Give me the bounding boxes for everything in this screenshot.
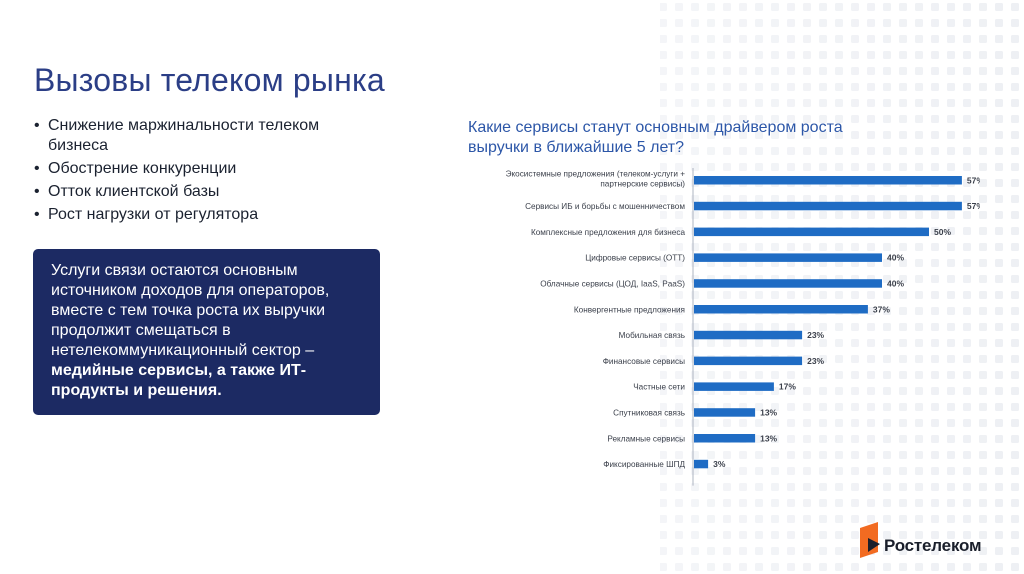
bar (694, 305, 868, 314)
bar (694, 382, 774, 391)
bar (694, 459, 709, 469)
page-title: Вызовы телеком рынка (34, 62, 385, 98)
category-label: Рекламные сервисы (607, 434, 685, 443)
rostelecom-logo-icon (860, 522, 880, 558)
bar (694, 356, 803, 366)
list-item: Рост нагрузки от регулятора (34, 205, 334, 225)
bar-chart: Экосистемные предложения (телеком-услуги… (506, 168, 980, 486)
value-label: 23% (807, 356, 824, 366)
challenges-list: Снижение маржинальности телеком бизнеса … (34, 116, 334, 228)
category-label: Спутниковая связь (613, 408, 685, 417)
list-item: Обострение конкуренции (34, 159, 334, 179)
list-item: Отток клиентской базы (34, 182, 334, 202)
chart-title: Какие сервисы станут основным драйвером … (468, 119, 843, 156)
value-label: 40% (887, 253, 904, 263)
value-label: 40% (887, 278, 904, 288)
brand-name: Ростелеком (884, 536, 982, 555)
category-label: Мобильная связь (619, 331, 685, 340)
category-label: Сервисы ИБ и борьбы с мошенничеством (525, 202, 685, 211)
category-label: Облачные сервисы (ЦОД, IaaS, PaaS) (540, 279, 685, 288)
value-label: 50% (934, 227, 951, 237)
category-label: Комплексные предложения для бизнеса (531, 228, 685, 237)
bar (694, 201, 962, 211)
value-label: 3% (713, 459, 726, 469)
bar (694, 279, 882, 288)
bar (694, 227, 929, 237)
value-label: 13% (760, 407, 777, 417)
bar (694, 408, 756, 417)
value-label: 17% (779, 382, 796, 392)
bar (694, 176, 962, 185)
bar (694, 434, 756, 443)
category-label: Финансовые сервисы (603, 357, 685, 366)
callout-text: Услуги связи остаются основным источнико… (51, 262, 330, 359)
callout-bold-text: медийные сервисы, а также ИТ- продукты и… (51, 362, 307, 399)
value-label: 57% (967, 201, 980, 211)
value-label: 37% (873, 304, 890, 314)
category-label: Цифровые сервисы (OTT) (585, 254, 685, 263)
list-item: Снижение маржинальности телеком бизнеса (34, 116, 334, 156)
category-label: Частные сети (633, 383, 685, 392)
callout-box: Услуги связи остаются основным источнико… (33, 249, 380, 415)
bar (694, 330, 803, 340)
category-label: Конвергентные предложения (574, 305, 685, 314)
value-label: 23% (807, 330, 824, 340)
value-label: 13% (760, 433, 777, 443)
category-label: Экосистемные предложения (телеком-услуги… (506, 169, 686, 188)
value-label: 57% (967, 175, 980, 185)
category-label: Фиксированные ШПД (603, 460, 685, 469)
bar (694, 253, 882, 262)
